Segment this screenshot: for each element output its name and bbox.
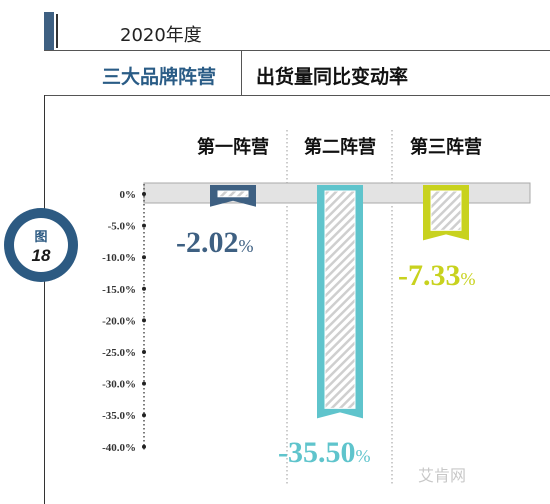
y-tick-dot xyxy=(142,350,146,354)
year-label: 2020年度 xyxy=(120,25,202,46)
y-tick-label: -35.0% xyxy=(102,410,136,422)
header-divider xyxy=(241,51,242,95)
y-tick-dot xyxy=(142,318,146,323)
header-year-row: 2020年度 xyxy=(44,12,550,51)
category-label: 第三阵营 xyxy=(410,136,482,158)
y-tick-dot xyxy=(142,192,146,196)
left-rule xyxy=(44,95,45,504)
header-accent-bar xyxy=(44,12,54,50)
watermark: 艾肯网 xyxy=(418,466,467,485)
y-tick-dot xyxy=(142,381,146,386)
figure-badge-word: 图 xyxy=(34,230,48,245)
brand-camps-label: 三大品牌阵营 xyxy=(102,66,217,88)
y-tick-label: -30.0% xyxy=(102,379,136,391)
y-tick-label: 0% xyxy=(120,189,137,201)
y-tick-label: -25.0% xyxy=(102,347,136,359)
figure-badge-number: 18 xyxy=(31,246,51,265)
value-label: -2.02% xyxy=(176,226,254,259)
y-tick-dot xyxy=(142,223,146,228)
figure-badge-inner: 图 18 xyxy=(14,218,68,272)
y-tick-label: -40.0% xyxy=(102,442,136,454)
header-label-row: 三大品牌阵营 出货量同比变动率 xyxy=(44,51,550,96)
bar-hatch xyxy=(324,190,356,409)
header-separator xyxy=(56,14,58,48)
bar-hatch xyxy=(430,190,462,231)
y-tick-dot xyxy=(142,255,146,260)
y-tick-dot xyxy=(142,444,146,449)
value-label: -7.33% xyxy=(398,259,476,292)
category-label: 第一阵营 xyxy=(197,136,269,158)
bar-hatch xyxy=(217,190,249,198)
y-tick-label: -15.0% xyxy=(102,284,136,296)
y-tick-label: -5.0% xyxy=(108,221,136,233)
metric-label: 出货量同比变动率 xyxy=(256,66,409,88)
figure-badge: 图 18 xyxy=(4,208,78,282)
y-tick-label: -10.0% xyxy=(102,252,136,264)
category-label: 第二阵营 xyxy=(304,136,376,158)
y-tick-label: -20.0% xyxy=(102,315,136,327)
value-label: -35.50% xyxy=(278,436,371,469)
y-tick-dot xyxy=(142,286,146,291)
y-tick-dot xyxy=(142,413,146,418)
